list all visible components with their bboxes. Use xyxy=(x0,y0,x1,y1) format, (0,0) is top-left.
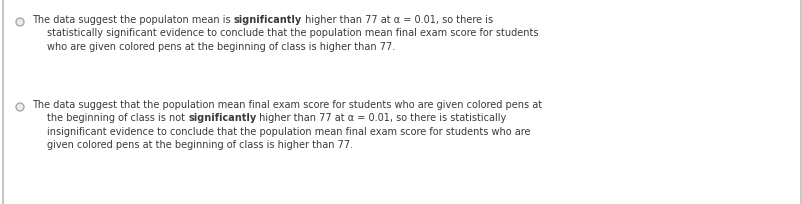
Text: significantly: significantly xyxy=(188,113,256,123)
Text: The data suggest the populaton mean is: The data suggest the populaton mean is xyxy=(32,15,233,25)
Circle shape xyxy=(16,103,24,111)
Text: who are given colored pens at the beginning of class is higher than 77.: who are given colored pens at the beginn… xyxy=(47,42,395,52)
Text: higher than 77 at α = 0.01, so there is: higher than 77 at α = 0.01, so there is xyxy=(302,15,492,25)
Text: significantly: significantly xyxy=(233,15,302,25)
Circle shape xyxy=(16,19,24,27)
Text: higher than 77 at α = 0.01, so there is statistically: higher than 77 at α = 0.01, so there is … xyxy=(256,113,506,123)
Text: the beginning of class is not: the beginning of class is not xyxy=(47,113,188,123)
Text: The data suggest that the population mean final exam score for students who are : The data suggest that the population mea… xyxy=(32,100,541,110)
Text: insignificant evidence to conclude that the population mean final exam score for: insignificant evidence to conclude that … xyxy=(47,126,530,136)
Text: given colored pens at the beginning of class is higher than 77.: given colored pens at the beginning of c… xyxy=(47,140,353,150)
Text: statistically significant evidence to conclude that the population mean final ex: statistically significant evidence to co… xyxy=(47,28,538,38)
